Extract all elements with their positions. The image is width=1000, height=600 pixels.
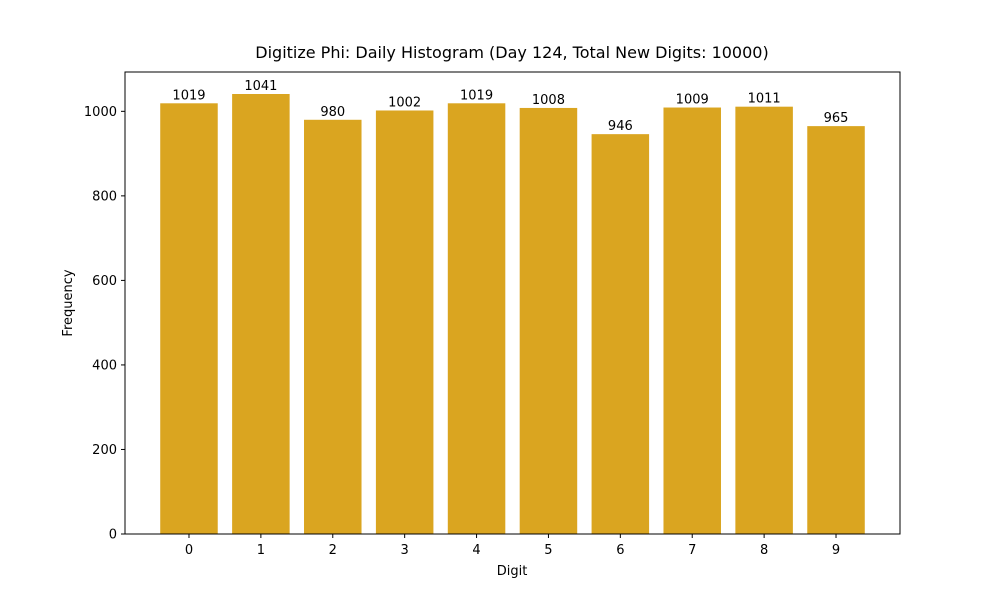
y-tick-label: 600	[92, 274, 117, 289]
value-label: 946	[608, 119, 633, 134]
bar	[304, 119, 362, 534]
x-tick-label: 5	[544, 543, 552, 558]
x-tick-label: 4	[472, 543, 480, 558]
y-tick-label: 800	[92, 189, 117, 204]
chart-title: Digitize Phi: Daily Histogram (Day 124, …	[255, 43, 768, 62]
value-label: 1008	[532, 93, 565, 108]
bar	[807, 126, 865, 534]
x-tick-label: 7	[688, 543, 696, 558]
bar	[447, 103, 506, 534]
bar	[735, 106, 793, 534]
y-tick-label: 400	[92, 358, 117, 373]
value-label: 1019	[460, 88, 493, 103]
x-tick-label: 3	[401, 543, 409, 558]
x-axis-label: Digit	[497, 564, 528, 579]
y-axis-label: Frequency	[61, 269, 76, 336]
y-tick-label: 1000	[84, 105, 117, 120]
bar	[519, 107, 578, 535]
x-tick-label: 1	[257, 543, 265, 558]
bar	[591, 134, 650, 535]
value-label: 1002	[388, 95, 421, 110]
bar	[663, 107, 721, 535]
bar	[232, 94, 290, 534]
plot-frame	[124, 71, 901, 535]
value-label: 1009	[676, 93, 709, 108]
x-tick-label: 6	[616, 543, 624, 558]
value-label: 1011	[748, 92, 781, 107]
x-tick-label: 8	[760, 543, 768, 558]
y-tick-label: 0	[109, 528, 117, 543]
x-tick-label: 9	[832, 543, 840, 558]
value-label: 965	[824, 111, 849, 126]
y-tick-label: 200	[92, 443, 117, 458]
x-tick-label: 2	[329, 543, 337, 558]
bar	[375, 110, 434, 535]
value-label: 980	[320, 105, 345, 120]
x-tick-label: 0	[185, 543, 193, 558]
value-label: 1019	[172, 88, 205, 103]
bar	[160, 103, 218, 534]
value-label: 1041	[244, 79, 277, 94]
